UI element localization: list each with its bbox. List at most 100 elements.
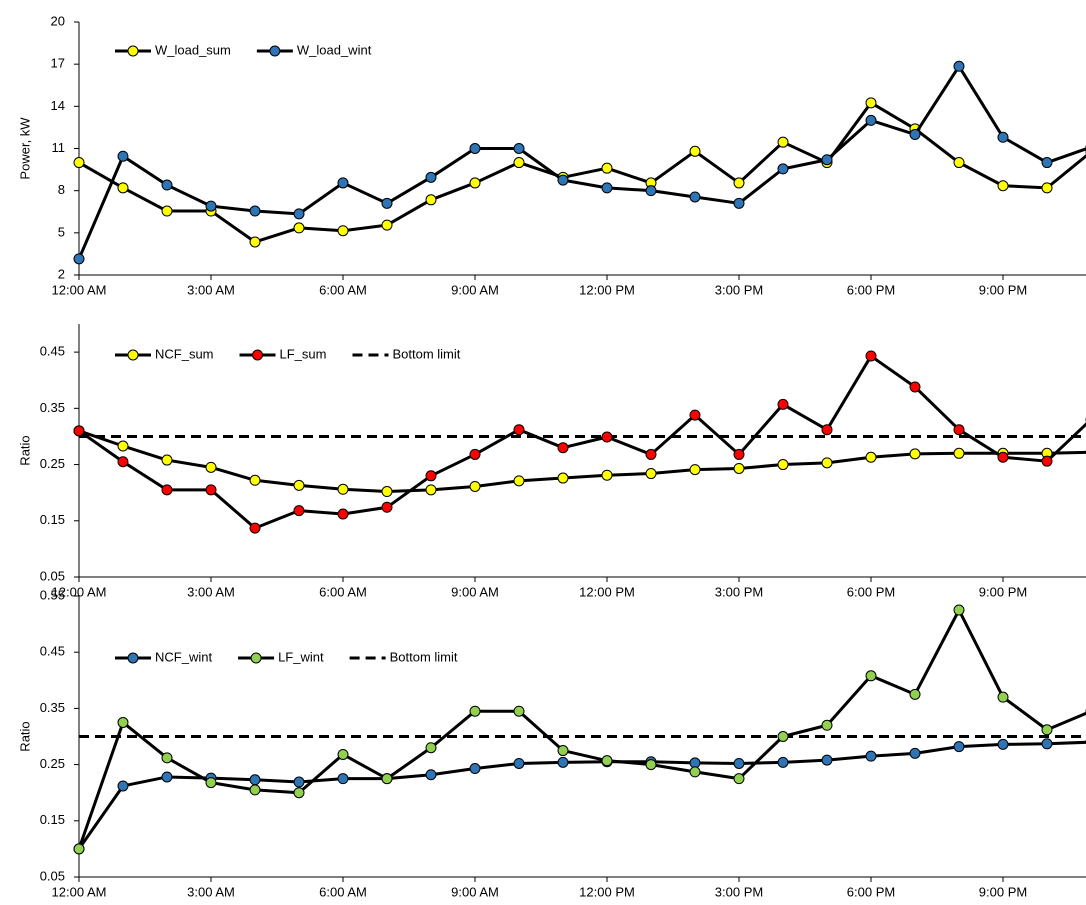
x-tick-label: 6:00 PM <box>847 584 895 599</box>
data-point <box>557 756 569 768</box>
x-tick-label: 6:00 PM <box>847 884 895 899</box>
x-tick-label: 3:00 AM <box>187 584 235 599</box>
data-point <box>997 738 1009 750</box>
legend-label: W_load_sum <box>155 42 231 57</box>
data-point <box>601 431 613 443</box>
data-point <box>733 757 745 769</box>
x-tick-label: 12:00 PM <box>579 282 635 297</box>
data-point <box>777 731 789 742</box>
data-point <box>425 484 437 496</box>
data-point <box>469 448 481 460</box>
data-point <box>249 474 261 486</box>
data-point <box>513 143 525 154</box>
legend-entry: W_load_wint <box>256 42 372 57</box>
data-point <box>821 754 833 766</box>
data-point <box>469 705 481 717</box>
y-tick-label: 11 <box>52 140 66 155</box>
data-point <box>337 748 349 760</box>
data-point <box>953 157 965 169</box>
data-point <box>865 670 877 682</box>
legend-label: W_load_wint <box>297 42 372 57</box>
data-point <box>117 716 129 728</box>
data-point <box>865 451 877 463</box>
legend-entry: LF_sum <box>239 346 326 361</box>
x-tick-label: 9:00 PM <box>979 282 1027 297</box>
x-tick-label: 12:00 AM <box>52 584 107 599</box>
data-point <box>909 747 921 759</box>
data-point <box>249 236 261 248</box>
legend-label: Bottom limit <box>392 346 460 361</box>
data-point <box>117 456 129 468</box>
data-point <box>249 205 261 217</box>
y-tick-label: 14 <box>51 98 65 113</box>
legend-marker <box>127 45 139 57</box>
x-tick-label: 12:00 PM <box>579 884 635 899</box>
series-line <box>78 429 1086 494</box>
data-point <box>909 381 921 393</box>
data-point <box>117 182 129 194</box>
series-line <box>78 354 1086 530</box>
data-point <box>909 128 921 140</box>
y-tick-label: 8 <box>58 182 65 197</box>
legend-entry: NCF_wint <box>115 649 212 664</box>
data-point <box>425 769 437 781</box>
data-point <box>513 157 525 169</box>
y-tick-label: 0.35 <box>40 400 65 415</box>
data-point <box>161 484 173 496</box>
y-tick-label: 0.05 <box>40 568 65 583</box>
data-point <box>1041 738 1053 750</box>
data-point <box>513 757 525 769</box>
data-point <box>513 424 525 436</box>
data-point <box>557 174 569 186</box>
data-point <box>425 194 437 206</box>
data-point <box>337 177 349 189</box>
data-point <box>645 185 657 197</box>
data-point <box>205 484 217 496</box>
x-tick-label: 9:00 PM <box>979 584 1027 599</box>
data-point <box>293 505 305 517</box>
data-point <box>425 171 437 183</box>
data-point <box>249 522 261 534</box>
data-point <box>293 776 305 788</box>
data-point <box>733 177 745 189</box>
data-point <box>425 470 437 482</box>
x-tick-label: 9:00 AM <box>451 884 499 899</box>
data-point <box>997 451 1009 463</box>
legend-entry: Bottom limit <box>349 649 458 664</box>
data-point <box>689 145 701 157</box>
data-point <box>381 501 393 513</box>
data-point <box>469 763 481 775</box>
y-tick-label: 0.05 <box>40 868 65 883</box>
y-tick-label: 2 <box>58 266 65 281</box>
data-point <box>161 179 173 191</box>
x-tick-label: 12:00 AM <box>52 282 107 297</box>
data-point <box>337 508 349 520</box>
legend-marker <box>250 652 262 664</box>
y-tick-label: 17 <box>51 56 65 71</box>
y-tick-label: 0.15 <box>40 512 65 527</box>
data-point <box>689 766 701 778</box>
data-point <box>777 459 789 471</box>
x-tick-label: 3:00 AM <box>187 884 235 899</box>
data-point <box>997 180 1009 192</box>
data-point <box>601 162 613 174</box>
legend-label: LF_wint <box>278 649 324 664</box>
data-point <box>997 691 1009 703</box>
data-point <box>73 157 85 169</box>
x-tick-label: 9:00 AM <box>451 282 499 297</box>
data-point <box>689 409 701 421</box>
data-point <box>161 771 173 783</box>
data-point <box>513 705 525 717</box>
data-point <box>733 773 745 785</box>
x-tick-label: 6:00 AM <box>319 584 367 599</box>
data-point <box>909 448 921 460</box>
data-point <box>513 475 525 487</box>
data-point <box>1041 157 1053 169</box>
x-tick-label: 3:00 PM <box>715 584 763 599</box>
data-point <box>205 200 217 212</box>
data-point <box>777 398 789 410</box>
data-point <box>161 205 173 217</box>
data-point <box>205 777 217 789</box>
data-point <box>117 150 129 162</box>
